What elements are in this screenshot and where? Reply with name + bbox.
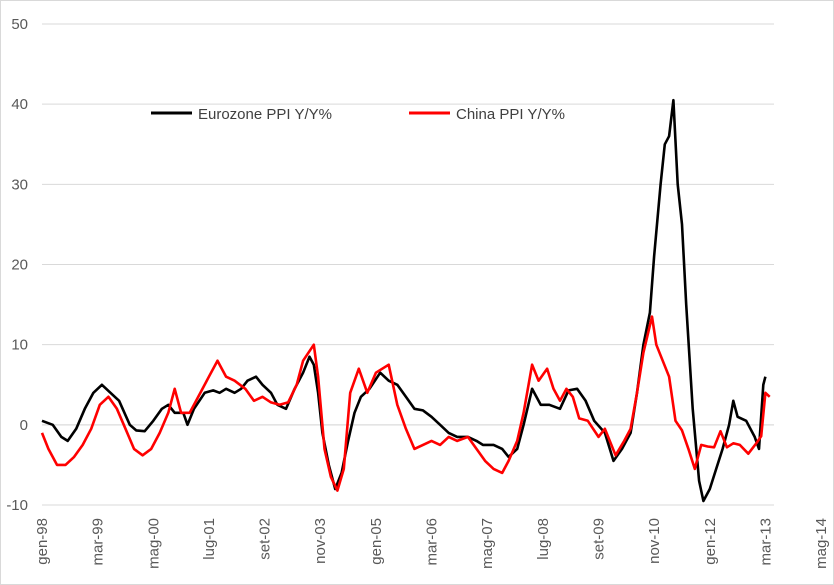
x-tick-label: lug-08 — [535, 518, 552, 560]
y-tick-label: 20 — [11, 257, 28, 274]
x-tick-label: mag-07 — [479, 518, 496, 569]
y-tick-label: 0 — [20, 417, 28, 434]
x-tick-label: set-02 — [257, 518, 274, 560]
x-tick-label: gen-05 — [368, 518, 385, 565]
y-tick-label: 10 — [11, 337, 28, 354]
x-axis-tick-labels: gen-98 mar-99 mag-00 lug-01 set-02 nov-03 gen-… — [34, 518, 830, 569]
x-tick-label: gen-12 — [702, 518, 719, 565]
legend-label-china: China PPI Y/Y% — [456, 106, 565, 123]
series-line-eurozone — [41, 98, 767, 503]
x-tick-label: nov-10 — [646, 518, 663, 564]
y-tick-label: 40 — [11, 96, 28, 113]
x-tick-label: mar-06 — [424, 518, 441, 566]
legend-label-eurozone: Eurozone PPI Y/Y% — [198, 106, 332, 123]
x-tick-label: mar-13 — [757, 518, 774, 566]
x-tick-label: mag-14 — [813, 518, 830, 569]
legend: Eurozone PPI Y/Y% China PPI Y/Y% — [151, 106, 565, 123]
x-tick-label: mar-99 — [90, 518, 107, 566]
y-tick-label: 50 — [11, 16, 28, 33]
x-tick-label: nov-03 — [312, 518, 329, 564]
series-lines — [40, 98, 771, 503]
x-tick-label: gen-98 — [34, 518, 51, 565]
x-tick-label: mag-00 — [145, 518, 162, 569]
x-tick-label: lug-01 — [201, 518, 218, 560]
y-tick-label: 30 — [11, 176, 28, 193]
y-axis-tick-labels: -10 0 10 20 30 40 50 — [6, 16, 28, 514]
y-tick-label: -10 — [6, 497, 28, 514]
x-tick-label: set-09 — [590, 518, 607, 560]
series-line-china — [40, 315, 771, 492]
